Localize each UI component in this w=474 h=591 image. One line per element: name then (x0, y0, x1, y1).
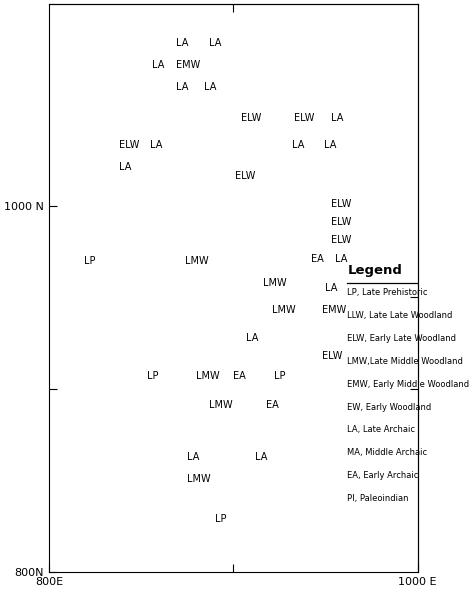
Text: LA: LA (209, 38, 222, 48)
Text: LP: LP (215, 514, 226, 524)
Text: LA: LA (187, 452, 200, 462)
Text: LP, Late Prehistoric: LP, Late Prehistoric (347, 288, 428, 297)
Text: LP: LP (274, 371, 285, 381)
Text: ELW: ELW (331, 199, 351, 209)
Text: LP: LP (146, 371, 158, 381)
Text: LMW: LMW (263, 278, 286, 288)
Text: LA: LA (246, 333, 258, 343)
Text: MA, Middle Archaic: MA, Middle Archaic (347, 449, 428, 457)
Text: LA: LA (150, 140, 163, 150)
Text: LA: LA (324, 140, 336, 150)
Text: ELW, Early Late Woodland: ELW, Early Late Woodland (347, 334, 456, 343)
Text: EMW: EMW (322, 305, 346, 315)
Text: LA: LA (255, 452, 268, 462)
Text: LMW: LMW (187, 473, 211, 483)
Text: LA: LA (335, 254, 347, 264)
Text: ELW: ELW (331, 235, 351, 245)
Text: EA: EA (310, 254, 323, 264)
Text: ELW: ELW (235, 171, 255, 181)
Text: LP: LP (84, 255, 95, 265)
Text: EW, Early Woodland: EW, Early Woodland (347, 402, 432, 411)
Text: LA: LA (176, 38, 189, 48)
Text: Legend: Legend (347, 264, 402, 277)
Text: ELW: ELW (294, 113, 314, 123)
Text: EMW, Early Middle Woodland: EMW, Early Middle Woodland (347, 379, 470, 389)
Text: EA: EA (233, 371, 246, 381)
Text: LA: LA (152, 60, 164, 70)
Text: ELW: ELW (331, 217, 351, 227)
Text: PI, Paleoindian: PI, Paleoindian (347, 494, 409, 503)
Text: LMW: LMW (196, 371, 220, 381)
Text: LA: LA (204, 82, 216, 92)
Text: EMW: EMW (176, 60, 201, 70)
Text: EA, Early Archaic: EA, Early Archaic (347, 471, 419, 480)
Text: ELW: ELW (322, 351, 342, 361)
Text: EA: EA (266, 400, 279, 410)
Text: LA: LA (325, 283, 338, 293)
Text: LA: LA (331, 113, 343, 123)
Text: LMW: LMW (209, 400, 233, 410)
Text: LA: LA (292, 140, 305, 150)
Text: LLW, Late Late Woodland: LLW, Late Late Woodland (347, 311, 453, 320)
Text: LMW,Late Middle Woodland: LMW,Late Middle Woodland (347, 357, 464, 366)
Text: LMW: LMW (272, 305, 295, 315)
Text: ELW: ELW (119, 140, 139, 150)
Text: LA: LA (119, 162, 131, 172)
Text: LA, Late Archaic: LA, Late Archaic (347, 426, 416, 434)
Text: LA: LA (176, 82, 189, 92)
Text: ELW: ELW (241, 113, 261, 123)
Text: LMW: LMW (185, 255, 209, 265)
